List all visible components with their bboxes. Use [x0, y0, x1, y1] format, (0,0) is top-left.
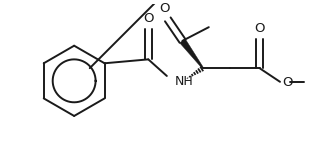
Polygon shape: [180, 39, 204, 69]
Text: O: O: [254, 22, 265, 35]
Text: O: O: [143, 12, 154, 25]
Text: NH: NH: [175, 75, 193, 88]
Text: O: O: [160, 2, 170, 15]
Text: O: O: [282, 76, 292, 89]
